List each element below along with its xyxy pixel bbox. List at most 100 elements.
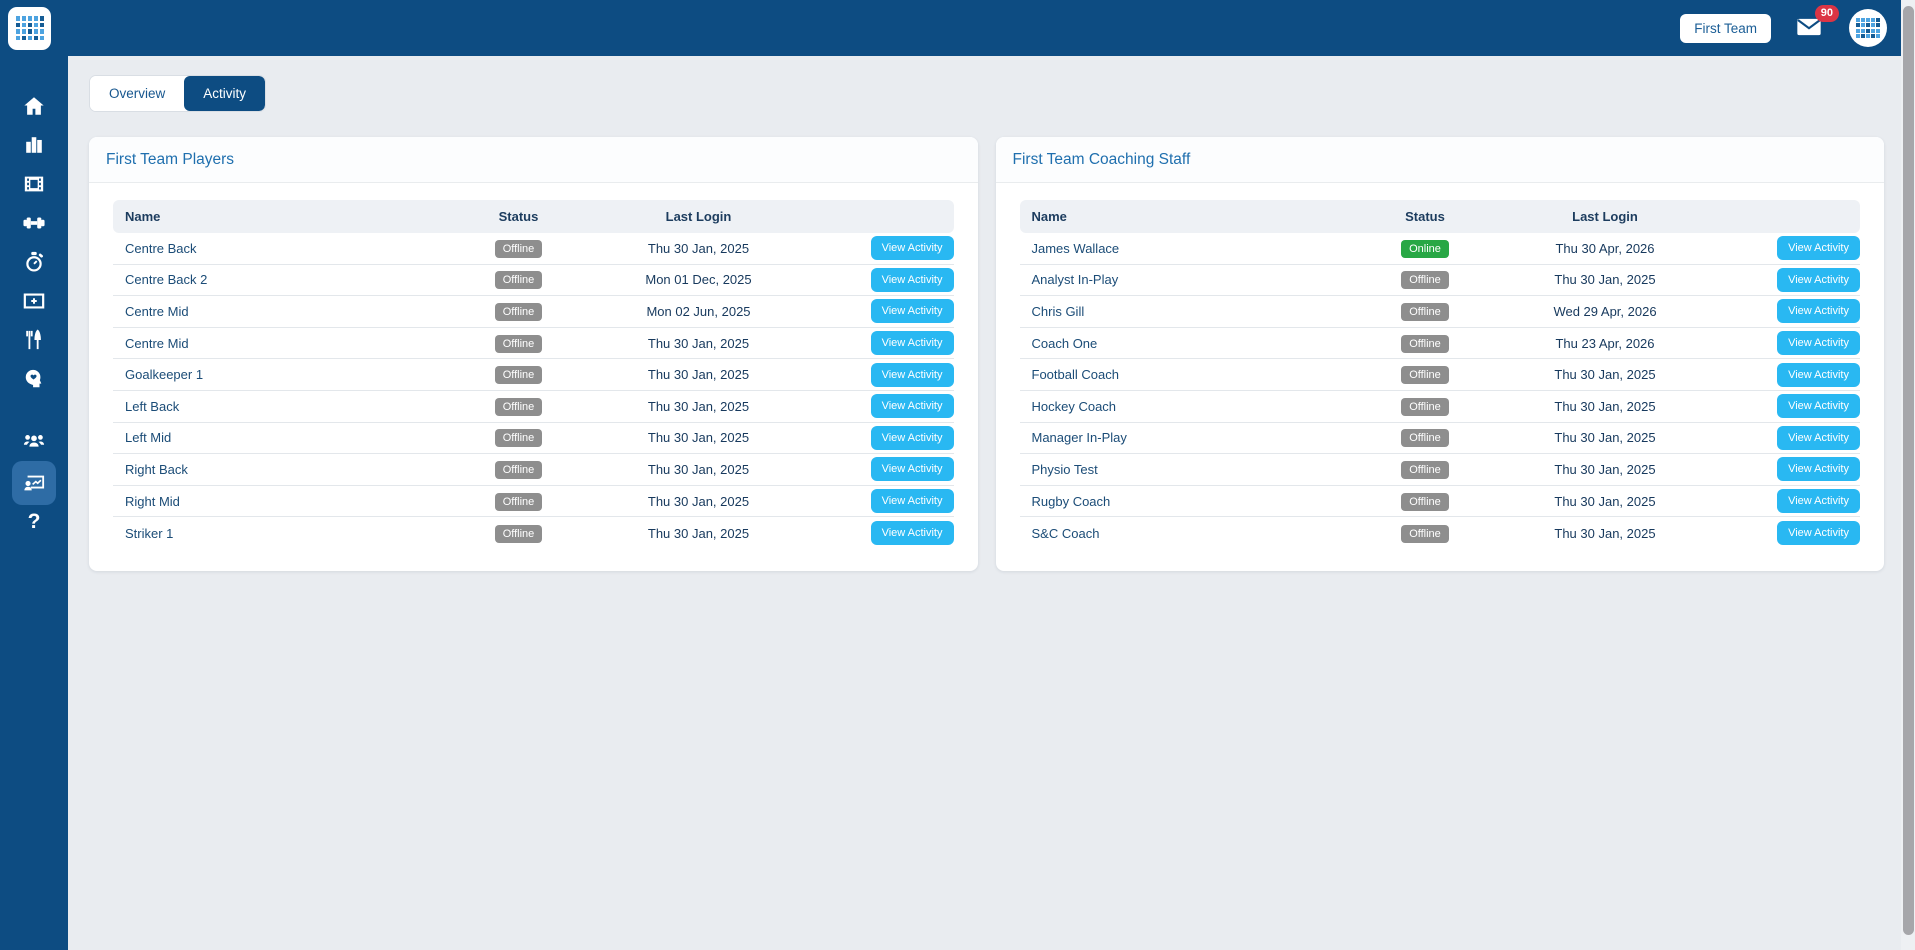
row-name[interactable]: Football Coach (1031, 367, 1119, 383)
sidebar-item-video-add[interactable] (12, 281, 56, 320)
row-name[interactable]: S&C Coach (1031, 525, 1100, 541)
view-activity-button[interactable]: View Activity (870, 267, 954, 292)
status-badge: Offline (494, 366, 543, 385)
sidebar-item-wellbeing[interactable] (12, 359, 56, 398)
help-icon: ? (27, 509, 41, 533)
view-activity-button[interactable]: View Activity (1777, 299, 1860, 324)
avatar[interactable] (1849, 9, 1887, 47)
table-row: Rugby Coach Offline Thu 30 Jan, 2025 Vie… (1019, 486, 1860, 518)
row-name[interactable]: Left Mid (125, 430, 172, 446)
status-badge: Offline (1401, 397, 1449, 416)
row-name[interactable]: Centre Back 2 (125, 272, 208, 288)
status-badge: Offline (494, 271, 543, 290)
grid-logo-icon (15, 16, 44, 40)
row-name[interactable]: Centre Back (125, 240, 197, 256)
row-name[interactable]: Hockey Coach (1031, 398, 1117, 414)
row-name[interactable]: Centre Mid (125, 303, 189, 319)
panel-header: First Team Players (89, 137, 978, 183)
main-content: Overview Activity First Team Players Nam… (68, 56, 1901, 950)
table-row: Centre Mid Offline Mon 02 Jun, 2025 View… (113, 296, 954, 328)
sidebar-item-help[interactable]: ? (12, 502, 56, 541)
page-scrollbar[interactable] (1901, 0, 1915, 950)
status-badge: Offline (1401, 366, 1449, 385)
bar-chart-icon (26, 136, 42, 153)
view-activity-button[interactable]: View Activity (1777, 457, 1860, 482)
row-last-login: Thu 30 Jan, 2025 (647, 493, 750, 509)
view-activity-button[interactable]: View Activity (870, 394, 954, 419)
tab-activity[interactable]: Activity (184, 76, 266, 111)
row-name[interactable]: Goalkeeper 1 (125, 367, 204, 383)
status-badge: Offline (494, 492, 543, 511)
view-activity-button[interactable]: View Activity (870, 457, 954, 482)
sidebar-item-home[interactable] (12, 86, 56, 125)
sidebar-item-squad[interactable] (12, 422, 56, 461)
topbar-right-controls: First Team 90 (1680, 5, 1887, 47)
table-row: Coach One Offline Thu 23 Apr, 2026 View … (1019, 328, 1860, 360)
sidebar-item-video[interactable] (12, 164, 56, 203)
app-logo[interactable] (8, 6, 51, 50)
column-header-last-login: Last Login (1572, 209, 1638, 224)
table-row: Right Back Offline Thu 30 Jan, 2025 View… (113, 454, 954, 486)
stopwatch-icon (26, 251, 43, 272)
row-name[interactable]: Right Back (125, 461, 188, 477)
view-activity-button[interactable]: View Activity (870, 331, 954, 356)
activity-presentation-icon (24, 475, 45, 491)
sidebar-item-nutrition[interactable] (12, 320, 56, 359)
view-activity-button[interactable]: View Activity (1777, 521, 1860, 546)
row-name[interactable]: Left Back (125, 398, 180, 414)
table-row: Centre Mid Offline Thu 30 Jan, 2025 View… (113, 328, 954, 360)
view-activity-button[interactable]: View Activity (870, 489, 954, 514)
row-name[interactable]: Physio Test (1031, 461, 1098, 477)
view-activity-button[interactable]: View Activity (870, 299, 954, 324)
row-last-login: Thu 30 Jan, 2025 (1554, 430, 1656, 446)
video-plus-icon (23, 292, 45, 309)
table-row: S&C Coach Offline Thu 30 Jan, 2025 View … (1020, 517, 1860, 549)
dumbbell-icon (23, 217, 45, 228)
view-activity-button[interactable]: View Activity (870, 236, 954, 261)
view-activity-button[interactable]: View Activity (1777, 331, 1860, 356)
view-activity-button[interactable]: View Activity (870, 521, 954, 546)
row-name[interactable]: Coach One (1031, 335, 1098, 351)
tab-overview[interactable]: Overview (90, 76, 185, 111)
view-tabs: Overview Activity (89, 75, 267, 112)
view-activity-button[interactable]: View Activity (1777, 394, 1860, 419)
status-badge: Offline (494, 397, 543, 416)
row-last-login: Mon 02 Jun, 2025 (646, 303, 751, 319)
table-row: Analyst In-Play Offline Thu 30 Jan, 2025… (1019, 265, 1860, 297)
sidebar-item-sessions[interactable] (12, 242, 56, 281)
mind-heart-icon (25, 369, 42, 387)
messages-button[interactable]: 90 (1793, 5, 1839, 43)
row-name[interactable]: Striker 1 (125, 525, 174, 541)
row-name[interactable]: Chris Gill (1031, 303, 1085, 319)
row-last-login: Mon 01 Dec, 2025 (645, 272, 752, 288)
table-header: Name Status Last Login (113, 200, 954, 233)
table-header: Name Status Last Login (1019, 200, 1860, 233)
view-activity-button[interactable]: View Activity (1777, 489, 1860, 514)
table-row: Hockey Coach Offline Thu 30 Jan, 2025 Vi… (1019, 391, 1860, 423)
status-badge: Offline (1401, 271, 1449, 290)
sidebar-item-stats[interactable] (12, 125, 56, 164)
table-row: Goalkeeper 1 Offline Thu 30 Jan, 2025 Vi… (113, 359, 954, 391)
view-activity-button[interactable]: View Activity (1777, 362, 1860, 387)
row-name[interactable]: Centre Mid (125, 335, 189, 351)
view-activity-button[interactable]: View Activity (1777, 425, 1860, 450)
table-row: Football Coach Offline Thu 30 Jan, 2025 … (1019, 359, 1860, 391)
sidebar-item-activity[interactable] (12, 461, 56, 505)
table-row: James Wallace Online Thu 30 Apr, 2026 Vi… (1019, 233, 1860, 265)
view-activity-button[interactable]: View Activity (1777, 236, 1860, 261)
team-selector-button[interactable]: First Team (1680, 13, 1771, 43)
row-name[interactable]: Rugby Coach (1031, 493, 1111, 509)
column-header-name: Name (125, 209, 161, 224)
scrollbar-thumb[interactable] (1902, 6, 1914, 935)
row-name[interactable]: Right Mid (125, 493, 180, 509)
row-name[interactable]: Analyst In-Play (1031, 272, 1119, 288)
view-activity-button[interactable]: View Activity (1777, 267, 1860, 292)
sidebar-item-gym[interactable] (12, 203, 56, 242)
column-header-name: Name (1031, 209, 1067, 224)
row-last-login: Thu 30 Jan, 2025 (647, 398, 750, 414)
view-activity-button[interactable]: View Activity (870, 425, 954, 450)
view-activity-button[interactable]: View Activity (870, 362, 954, 387)
row-name[interactable]: James Wallace (1031, 240, 1120, 256)
row-name[interactable]: Manager In-Play (1031, 430, 1127, 446)
